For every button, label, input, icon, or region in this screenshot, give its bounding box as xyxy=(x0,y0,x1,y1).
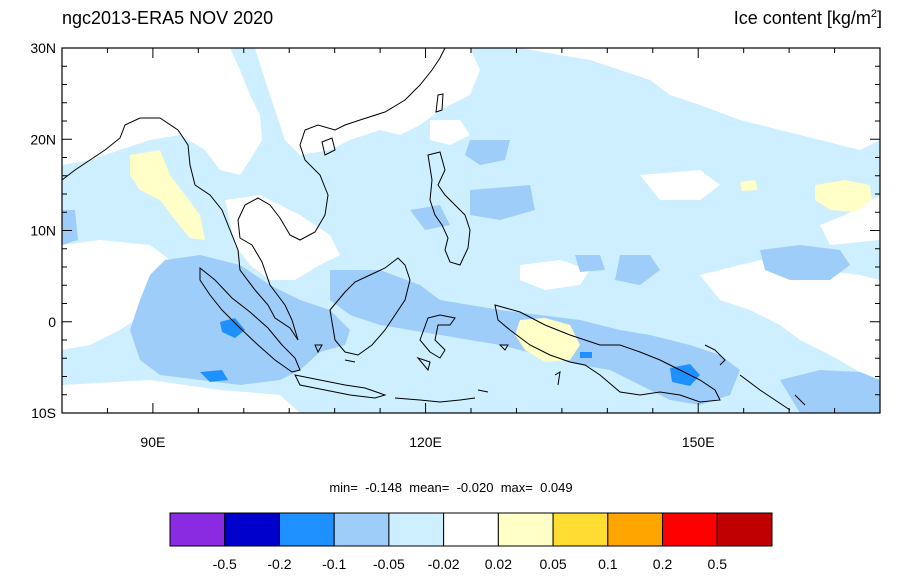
colorbar-label: -0.05 xyxy=(373,556,405,572)
axis-labels: 30N 20N 10N 0 10S 90E 120E 150E xyxy=(30,40,714,450)
colorbar-box xyxy=(552,512,609,547)
colorbar-box xyxy=(388,512,445,547)
coastlines xyxy=(62,48,806,411)
lon-tick-label: 150E xyxy=(682,434,715,450)
field-yellow-areas xyxy=(130,150,872,362)
lat-tick-label: 20N xyxy=(30,131,56,147)
lat-tick-label: 10N xyxy=(30,223,56,239)
colorbar-label: 0.02 xyxy=(485,556,512,572)
lon-tick-label: 120E xyxy=(409,434,442,450)
map-title: ngc2013-ERA5 NOV 2020 xyxy=(62,8,274,28)
stat-max-value: 0.049 xyxy=(540,480,573,495)
colorbar-label: 0.1 xyxy=(598,556,618,572)
colorbar-label: 0.5 xyxy=(708,556,728,572)
colorbar-box xyxy=(497,512,554,547)
field-mid-blue-areas xyxy=(200,318,700,386)
stat-mean-label: mean= xyxy=(409,480,450,495)
map-plot: 30N 20N 10N 0 10S 90E 120E 150E xyxy=(30,40,881,450)
stat-min-value: -0.148 xyxy=(365,480,402,495)
axis-ticks xyxy=(61,47,881,414)
colorbar-box xyxy=(224,512,280,547)
colorbar-box xyxy=(333,512,390,547)
colorbar-label: 0.05 xyxy=(539,556,566,572)
lon-tick-label: 90E xyxy=(140,434,165,450)
colorbar-label: 0.2 xyxy=(653,556,673,572)
stats-line: min= -0.148 mean= -0.020 max= 0.049 xyxy=(0,480,902,495)
colorbar-label: -0.5 xyxy=(213,556,237,572)
stat-min-label: min= xyxy=(329,480,358,495)
colorbar-label: -0.1 xyxy=(322,556,346,572)
colorbar-label: -0.02 xyxy=(428,556,460,572)
colorbar-box xyxy=(169,512,226,547)
variable-title-close: ] xyxy=(876,8,882,28)
stat-mean-value: -0.020 xyxy=(456,480,494,495)
colorbar-label: -0.2 xyxy=(267,556,291,572)
lat-tick-label: 10S xyxy=(31,405,56,421)
stat-max-label: max= xyxy=(500,480,533,495)
colorbar-box xyxy=(443,512,499,547)
variable-title: Ice content [kg/m2] xyxy=(734,8,882,29)
colorbar-box xyxy=(278,512,335,547)
variable-title-sup: 2 xyxy=(870,8,877,20)
colorbar-box xyxy=(662,512,718,547)
colorbar-box xyxy=(716,512,773,547)
field-white-areas xyxy=(62,48,880,413)
lat-tick-label: 0 xyxy=(48,314,56,330)
variable-title-text: Ice content [kg/m xyxy=(733,8,871,28)
lat-tick-label: 30N xyxy=(30,40,56,56)
colorbar-box xyxy=(607,512,664,547)
